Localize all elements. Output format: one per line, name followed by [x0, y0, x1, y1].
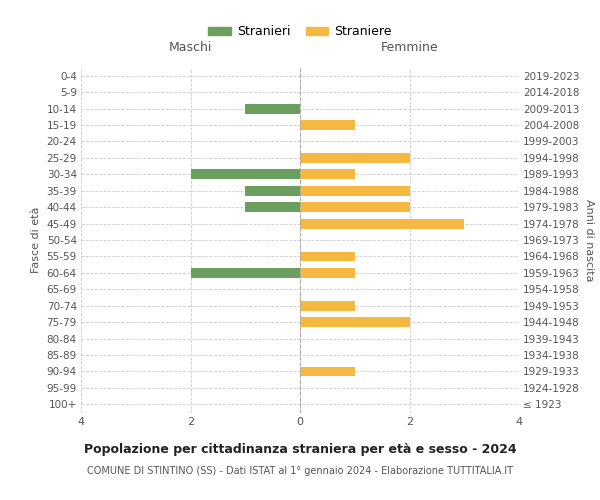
Bar [300, 202, 410, 212]
Bar [300, 153, 410, 163]
Legend: Stranieri, Straniere: Stranieri, Straniere [203, 20, 397, 44]
Bar [300, 252, 355, 262]
Bar [300, 317, 410, 327]
Bar [245, 186, 300, 196]
Bar [245, 202, 300, 212]
Bar [300, 366, 355, 376]
Bar [300, 268, 355, 278]
Bar [300, 186, 410, 196]
Text: Popolazione per cittadinanza straniera per età e sesso - 2024: Popolazione per cittadinanza straniera p… [83, 442, 517, 456]
Text: COMUNE DI STINTINO (SS) - Dati ISTAT al 1° gennaio 2024 - Elaborazione TUTTITALI: COMUNE DI STINTINO (SS) - Dati ISTAT al … [87, 466, 513, 476]
Text: Femmine: Femmine [380, 40, 439, 54]
Bar [191, 268, 300, 278]
Bar [300, 120, 355, 130]
Y-axis label: Anni di nascita: Anni di nascita [584, 198, 594, 281]
Bar [300, 170, 355, 179]
Bar [191, 170, 300, 179]
Bar [300, 218, 464, 228]
Bar [300, 301, 355, 310]
Bar [245, 104, 300, 114]
Y-axis label: Fasce di età: Fasce di età [31, 207, 41, 273]
Text: Maschi: Maschi [169, 40, 212, 54]
